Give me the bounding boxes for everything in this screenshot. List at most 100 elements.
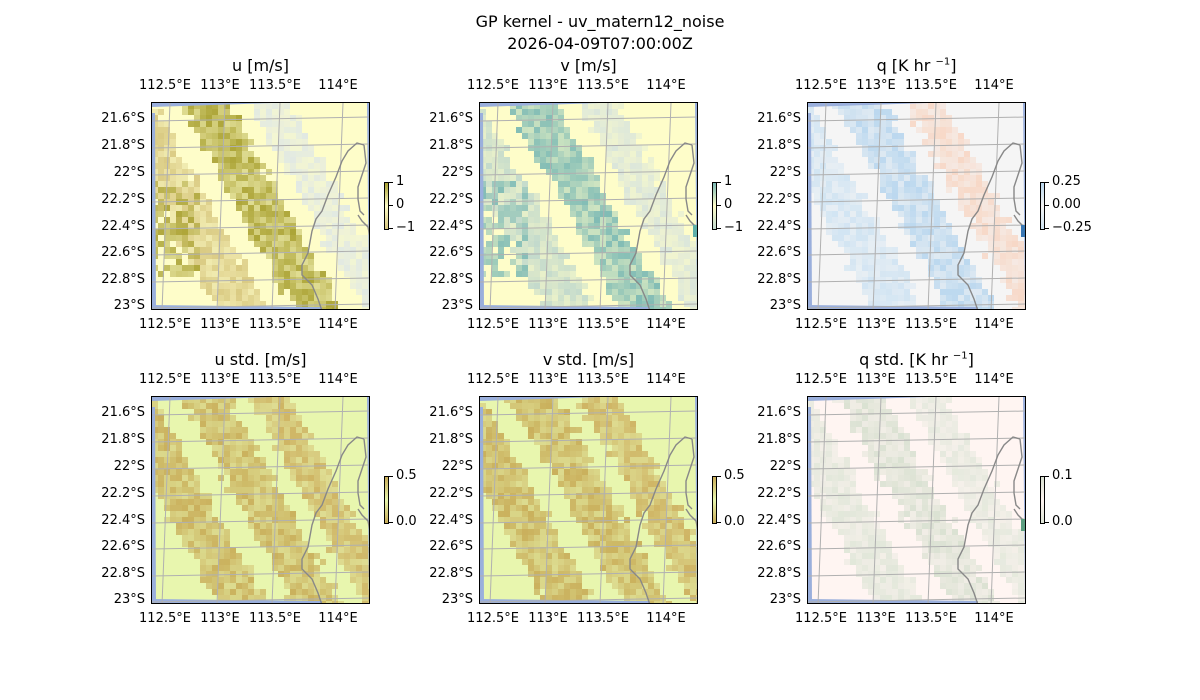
heatmap-cell (224, 295, 230, 301)
heatmap-cell (606, 547, 612, 553)
heatmap-cell (814, 127, 820, 133)
heatmap-cell (874, 565, 880, 571)
heatmap-cell (564, 295, 570, 301)
heatmap-cell (206, 115, 212, 121)
heatmap-cell (850, 181, 856, 187)
heatmap-cell (886, 415, 892, 421)
heatmap-cell (504, 241, 510, 247)
heatmap-cell (910, 211, 916, 217)
heatmap-cell (570, 211, 576, 217)
heatmap-cell (546, 439, 552, 445)
heatmap-cell (254, 595, 260, 601)
heatmap-cell (678, 289, 684, 295)
heatmap-cell (290, 295, 296, 301)
heatmap-cell (838, 241, 844, 247)
heatmap-cell (206, 421, 212, 427)
heatmap-cell (814, 175, 820, 181)
heatmap-cell (940, 235, 946, 241)
heatmap-cell (176, 463, 182, 469)
heatmap-cell (1018, 241, 1024, 247)
heatmap-cell (170, 469, 176, 475)
heatmap-cell (534, 223, 540, 229)
heatmap-cell (534, 403, 540, 409)
heatmap-cell (326, 295, 332, 301)
heatmap-cell (534, 529, 540, 535)
heatmap-cell (874, 133, 880, 139)
heatmap-cell (302, 157, 308, 163)
heatmap-cell (362, 289, 368, 295)
heatmap-cell (856, 553, 862, 559)
heatmap-cell (1012, 277, 1018, 283)
heatmap-cell (862, 271, 868, 277)
heatmap-cell (648, 583, 654, 589)
heatmap-cell (326, 289, 332, 295)
heatmap-cell (326, 283, 332, 289)
colorbar-tick-label: 0.0 (724, 514, 745, 529)
heatmap-cell (552, 169, 558, 175)
heatmap-cell (696, 289, 697, 295)
heatmap-cell (844, 241, 850, 247)
heatmap-cell (284, 163, 290, 169)
heatmap-cell (976, 589, 982, 595)
heatmap-cell (194, 217, 200, 223)
heatmap-cell (582, 193, 588, 199)
heatmap-cell (624, 433, 630, 439)
heatmap-cell (492, 421, 498, 427)
heatmap-cell (320, 181, 326, 187)
heatmap-cell (636, 199, 642, 205)
heatmap-cell (678, 235, 684, 241)
heatmap-cell (868, 445, 874, 451)
heatmap-cell (194, 121, 200, 127)
heatmap-cell (230, 475, 236, 481)
heatmap-cell (952, 535, 958, 541)
heatmap-cell (862, 409, 868, 415)
heatmap-cell (850, 469, 856, 475)
heatmap-cell (552, 457, 558, 463)
heatmap-cell (290, 541, 296, 547)
heatmap-cell (516, 103, 522, 109)
heatmap-cell (320, 211, 326, 217)
heatmap-cell (892, 271, 898, 277)
heatmap-cell (218, 457, 224, 463)
heatmap-cell (874, 253, 880, 259)
heatmap-cell (600, 415, 606, 421)
heatmap-cell (660, 205, 666, 211)
heatmap-cell (272, 433, 278, 439)
heatmap-cell (946, 289, 952, 295)
heatmap-cell (934, 499, 940, 505)
heatmap-cell (618, 259, 624, 265)
heatmap-cell (606, 421, 612, 427)
heatmap-cell (946, 133, 952, 139)
heatmap-cell (630, 187, 636, 193)
heatmap-cell (540, 277, 546, 283)
heatmap-cell (886, 541, 892, 547)
heatmap-cell (588, 223, 594, 229)
heatmap-cell (158, 127, 164, 133)
heatmap-cell (976, 187, 982, 193)
heatmap-cell (856, 241, 862, 247)
heatmap-cell (248, 517, 254, 523)
heatmap-cell (624, 589, 630, 595)
heatmap-cell (558, 433, 564, 439)
heatmap-cell (296, 439, 302, 445)
heatmap-cell (206, 415, 212, 421)
heatmap-cell (188, 499, 194, 505)
heatmap-cell (994, 217, 1000, 223)
graticule-lat (808, 437, 1025, 443)
heatmap-cell (618, 529, 624, 535)
heatmap-cell (188, 517, 194, 523)
heatmap-cell (814, 475, 820, 481)
heatmap-cell (302, 133, 308, 139)
heatmap-cell (308, 583, 314, 589)
heatmap-cell (856, 193, 862, 199)
heatmap-cell (236, 463, 242, 469)
heatmap-cell (820, 433, 826, 439)
heatmap-cell (200, 277, 206, 283)
heatmap-cell (576, 469, 582, 475)
lat-tick: 21.8°S (757, 138, 801, 153)
heatmap-cell (820, 457, 826, 463)
heatmap-cell (284, 457, 290, 463)
heatmap-cell (224, 487, 230, 493)
heatmap-cell (212, 235, 218, 241)
heatmap-cell (856, 277, 862, 283)
